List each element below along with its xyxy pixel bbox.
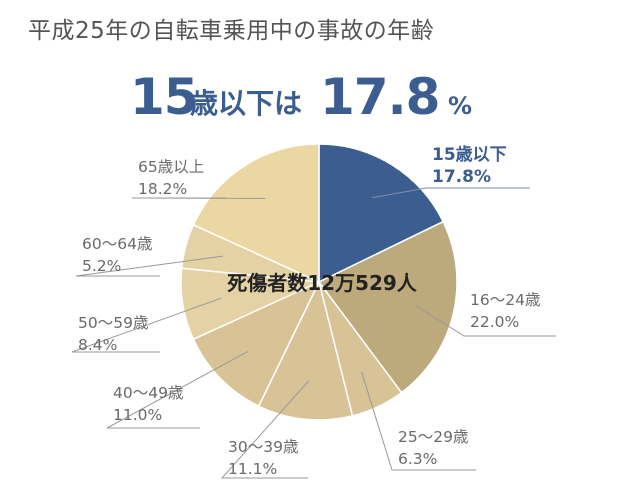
pie-slice-8 [192, 143, 320, 284]
slice-label-7: 60～64歳 [82, 235, 152, 253]
leader-line-2 [415, 305, 556, 337]
pie-slice-2 [317, 220, 458, 394]
slice-value-3: 6.3% [398, 450, 437, 468]
slice-label-3: 25～29歳 [398, 428, 468, 446]
slice-label-2: 16～24歳 [470, 291, 540, 309]
leader-line-4 [220, 380, 310, 479]
leader-line-7 [75, 255, 224, 277]
headline-age-suffix: 歳以下は [190, 87, 303, 120]
slice-label-8: 65歳以上 [138, 158, 204, 176]
pie-slice-1 [318, 143, 445, 284]
slice-value-7: 5.2% [82, 257, 121, 275]
pie-slice-5 [192, 280, 321, 408]
leader-line-5 [106, 350, 249, 429]
leader-line-3 [361, 371, 476, 471]
slice-label-5: 40～49歳 [113, 384, 183, 402]
leader-line-1 [371, 187, 530, 199]
chart-title: 平成25年の自転車乗用中の事故の年齢 [28, 18, 435, 44]
slice-label-4: 30～39歳 [228, 438, 298, 456]
slice-value-2: 22.0% [470, 313, 519, 331]
slice-value-6: 8.4% [78, 336, 117, 354]
headline-value: 17.8 [320, 68, 440, 126]
pie-slice-4 [257, 279, 354, 421]
slice-value-4: 11.1% [228, 460, 277, 478]
slice-label-1: 15歳以下 [432, 144, 507, 165]
leader-line-6 [71, 297, 222, 353]
slice-value-8: 18.2% [138, 180, 187, 198]
slice-value-1: 17.8% [432, 167, 491, 187]
slice-label-6: 50～59歳 [78, 314, 148, 332]
headline-unit: % [448, 92, 473, 120]
headline-age-number: 15 [130, 68, 199, 126]
slice-value-5: 11.0% [113, 406, 162, 424]
center-label: 死傷者数12万529人 [227, 271, 418, 295]
pie-slices [180, 143, 458, 421]
